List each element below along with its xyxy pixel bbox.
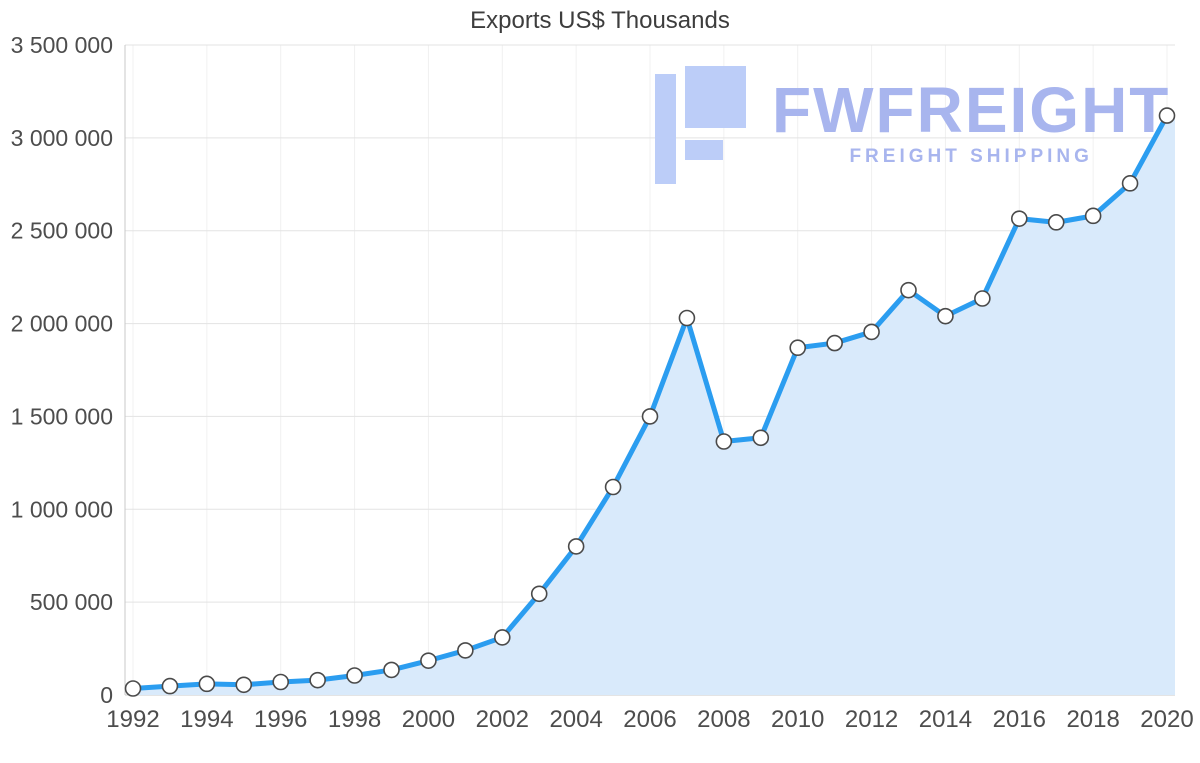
svg-text:2018: 2018 [1066,706,1119,733]
svg-text:500 000: 500 000 [30,589,113,615]
svg-text:1 000 000: 1 000 000 [11,496,113,522]
chart-title: Exports US$ Thousands [470,7,730,34]
svg-text:2016: 2016 [993,706,1046,733]
svg-text:3 500 000: 3 500 000 [11,32,113,58]
svg-text:2010: 2010 [771,706,824,733]
svg-text:2004: 2004 [549,706,602,733]
svg-text:2012: 2012 [845,706,898,733]
svg-text:1 500 000: 1 500 000 [11,403,113,429]
svg-text:2014: 2014 [919,706,972,733]
svg-text:2006: 2006 [623,706,676,733]
svg-text:0: 0 [100,682,113,708]
svg-text:1998: 1998 [328,706,381,733]
svg-text:2002: 2002 [476,706,529,733]
svg-text:2 500 000: 2 500 000 [11,218,113,244]
svg-text:2008: 2008 [697,706,750,733]
svg-text:2 000 000: 2 000 000 [11,311,113,337]
svg-text:3 000 000: 3 000 000 [11,125,113,151]
svg-text:2000: 2000 [402,706,455,733]
svg-text:2020: 2020 [1140,706,1193,733]
svg-text:1996: 1996 [254,706,307,733]
svg-text:1994: 1994 [180,706,233,733]
svg-text:1992: 1992 [106,706,159,733]
